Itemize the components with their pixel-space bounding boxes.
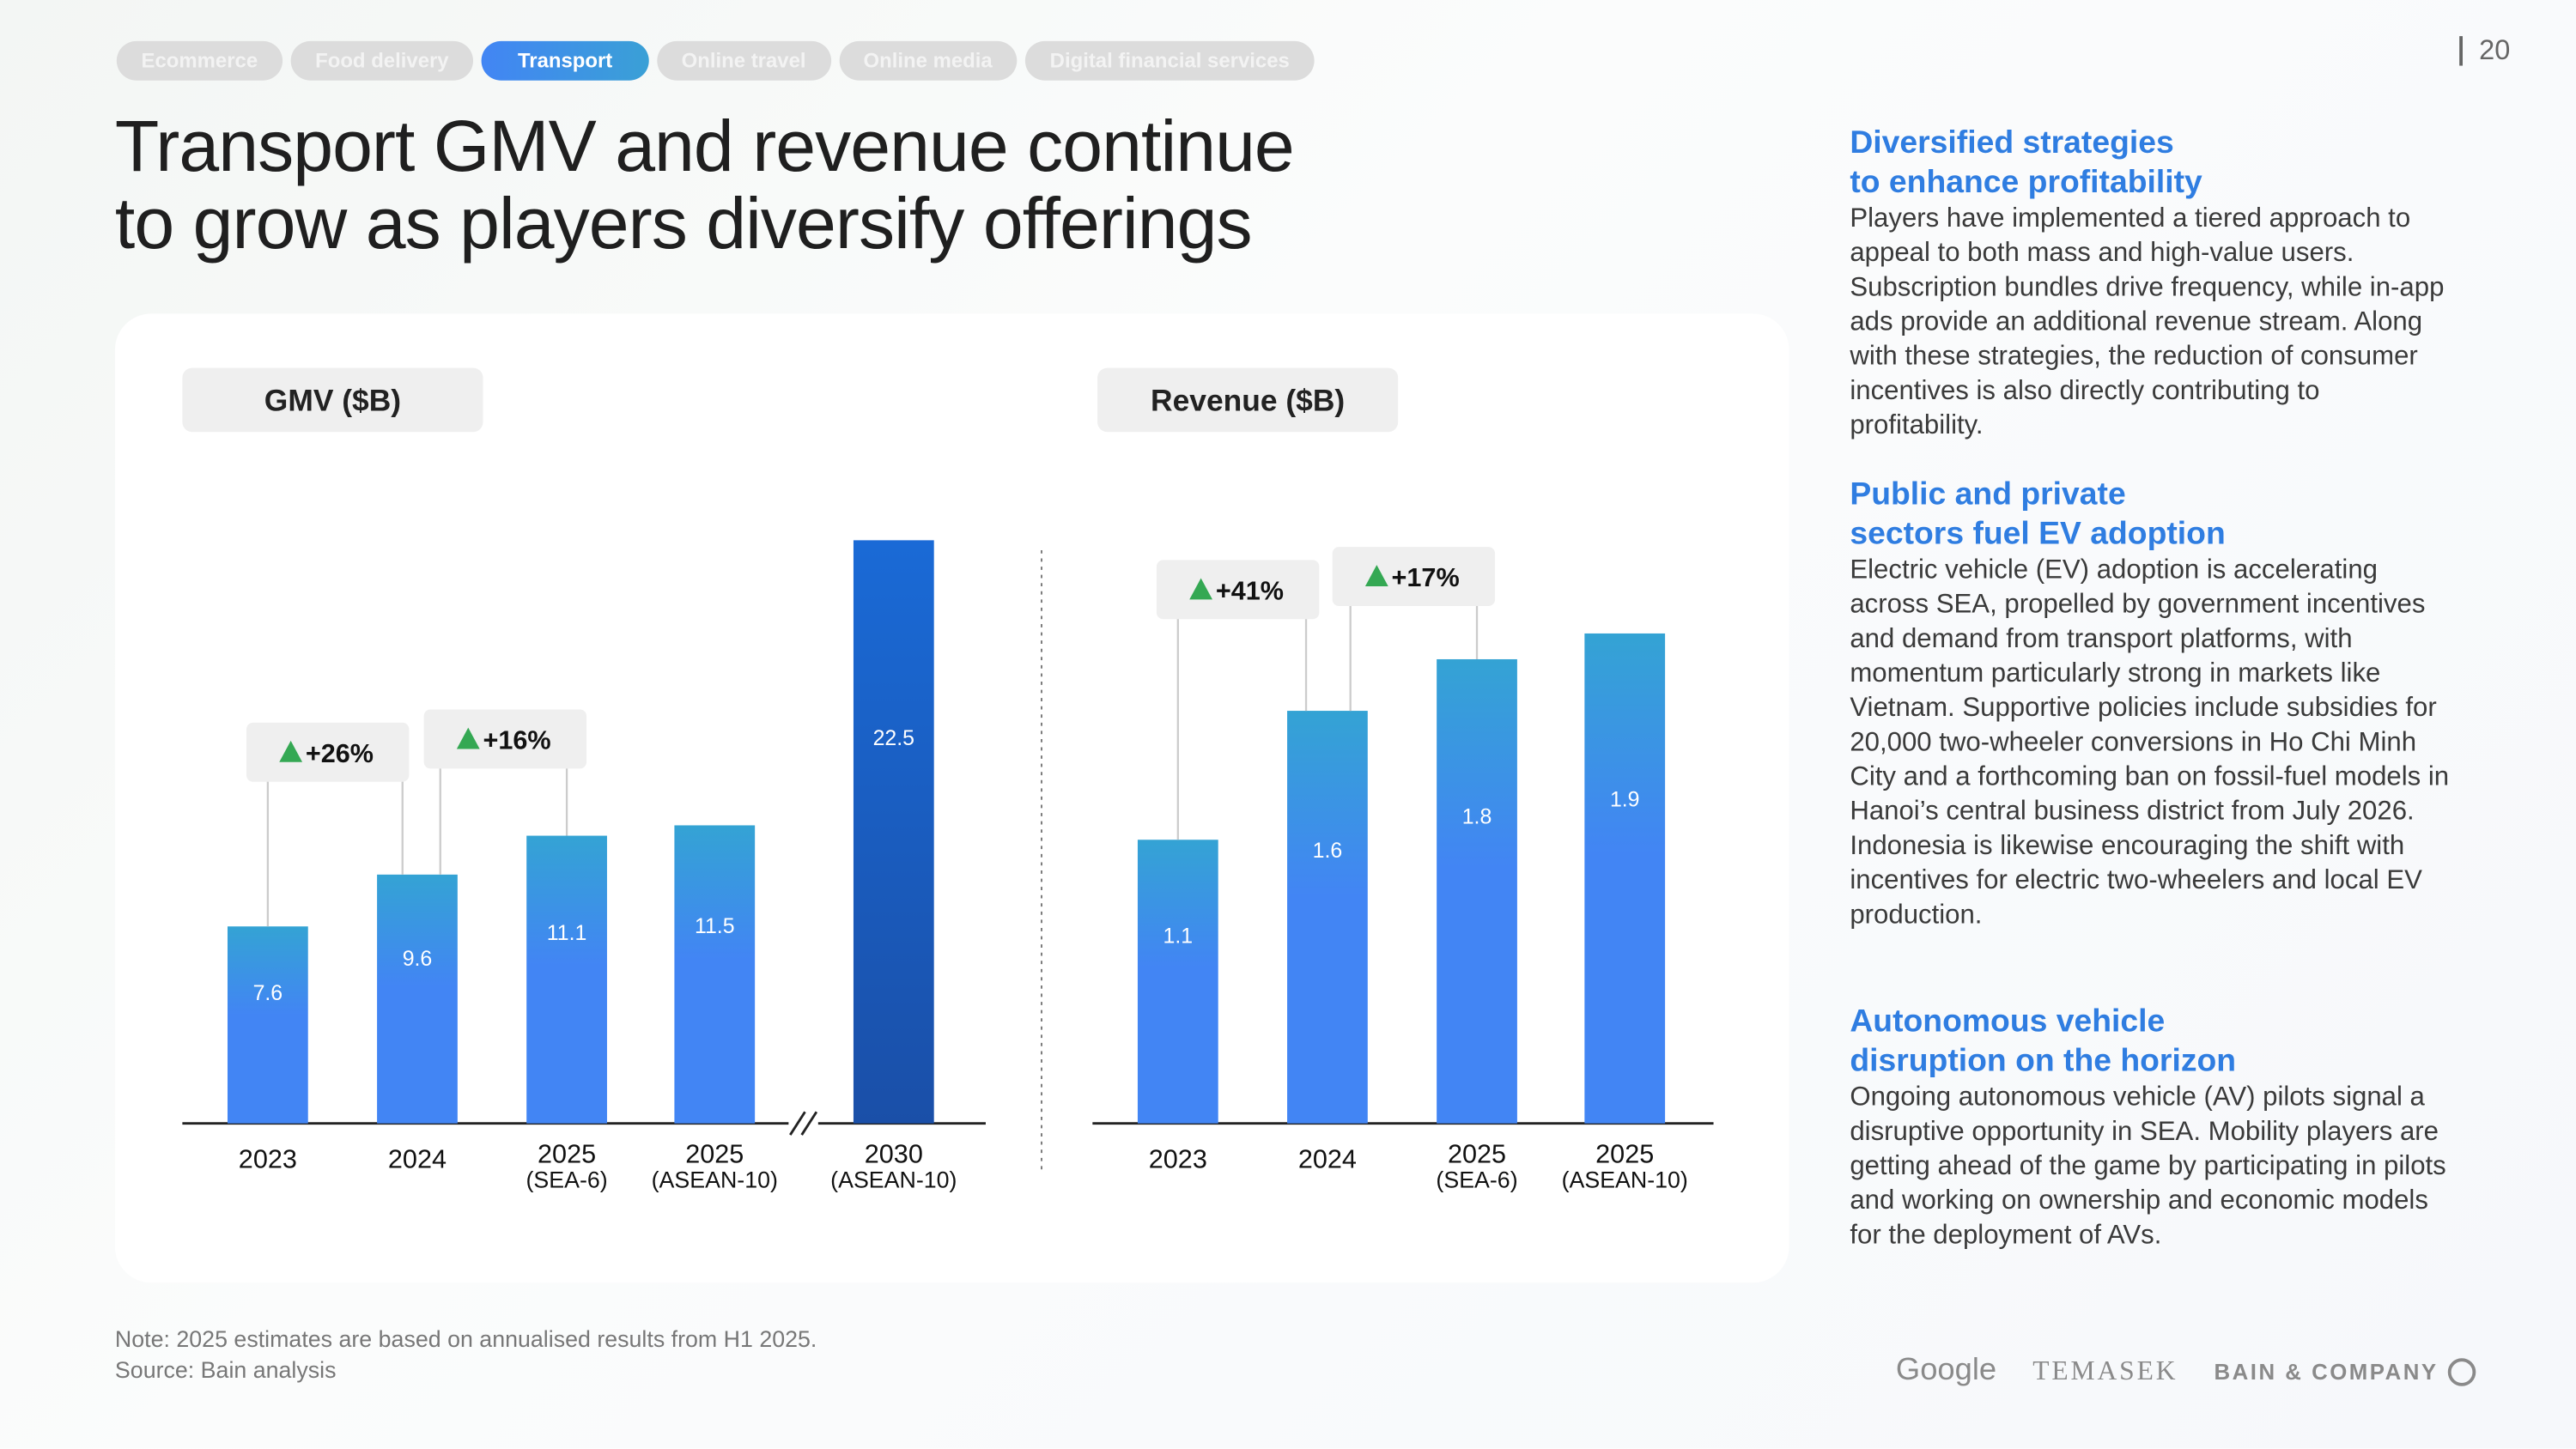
x-tick-label: 2025: [1448, 1140, 1506, 1169]
growth-badge: [1332, 547, 1496, 606]
growth-label: +41%: [1216, 576, 1284, 605]
x-tick-label: 2025: [538, 1140, 596, 1169]
heading-line: Public and private: [1850, 476, 2126, 512]
bar-value-label: 11.5: [695, 914, 735, 938]
bar-value-label: 1.9: [1610, 788, 1640, 812]
bar: [1437, 658, 1517, 1124]
x-tick-sublabel: (ASEAN-10): [652, 1167, 778, 1192]
x-tick-sublabel: (SEA-6): [1436, 1167, 1517, 1192]
tab-online-media[interactable]: Online media: [838, 40, 1018, 81]
section-heading: Public and private sectors fuel EV adopti…: [1850, 475, 2458, 554]
growth-badge: [1156, 560, 1320, 620]
gmv-chart-title: GMV ($B): [182, 367, 483, 433]
bar: [853, 540, 934, 1124]
source-text: Source: Bain analysis: [114, 1356, 337, 1383]
title-line-1: Transport GMV and revenue continue: [114, 106, 1295, 188]
section-body: Ongoing autonomous vehicle (AV) pilots s…: [1850, 1082, 2446, 1250]
x-tick-label: 2024: [1298, 1144, 1357, 1173]
growth-label: +26%: [306, 739, 374, 768]
growth-badge: [423, 709, 587, 769]
bar: [1584, 633, 1666, 1124]
tab-digital-financial-services[interactable]: Digital financial services: [1024, 40, 1315, 81]
bar: [674, 825, 756, 1124]
bar-value-label: 11.1: [547, 921, 587, 945]
heading-line: disruption on the horizon: [1850, 1042, 2237, 1080]
tab-ecommerce[interactable]: Ecommerce: [116, 40, 283, 81]
bain-compass-icon: [2448, 1357, 2476, 1385]
section-heading: Autonomous vehicle disruption on the hori…: [1850, 1002, 2458, 1081]
bar: [526, 835, 607, 1124]
title-line-2: to grow as players diversify offerings: [114, 184, 1253, 265]
up-arrow-icon: [1364, 565, 1388, 587]
x-tick-sublabel: (ASEAN-10): [830, 1167, 957, 1192]
bar: [377, 874, 458, 1124]
x-tick-sublabel: (SEA-6): [526, 1167, 607, 1192]
bain-logo: BAIN & COMPANY: [2215, 1357, 2476, 1385]
bar-value-label: 1.1: [1163, 924, 1194, 948]
growth-label: +17%: [1392, 563, 1460, 592]
bar: [1137, 840, 1218, 1124]
x-tick-label: 2023: [1149, 1144, 1207, 1173]
page-title: Transport GMV and revenue continue to gro…: [114, 106, 1295, 265]
section-ev: Public and private sectors fuel EV adopti…: [1850, 475, 2458, 933]
bar: [227, 926, 308, 1124]
x-tick-label: 2023: [239, 1144, 297, 1173]
up-arrow-icon: [1189, 578, 1212, 600]
x-tick-sublabel: (ASEAN-10): [1562, 1167, 1688, 1192]
heading-line: to enhance profitability: [1850, 164, 2202, 201]
footnote: Note: 2025 estimates are based on annual…: [115, 1324, 817, 1386]
heading-line: sectors fuel EV adoption: [1850, 515, 2226, 552]
bar-value-label: 22.5: [873, 726, 914, 750]
bar-value-label: 9.6: [403, 947, 433, 971]
partner-logos: Google TEMASEK BAIN & COMPANY: [1896, 1354, 2476, 1390]
section-av: Autonomous vehicle disruption on the hori…: [1850, 1002, 2458, 1253]
tab-transport[interactable]: Transport: [481, 40, 649, 81]
temasek-logo: TEMASEK: [2032, 1355, 2178, 1386]
section-tabs: Ecommerce Food delivery Transport Online…: [116, 40, 1315, 81]
growth-badge: [246, 722, 410, 782]
bar-value-label: 1.6: [1313, 839, 1343, 863]
section-body: Electric vehicle (EV) adoption is accele…: [1850, 555, 2450, 930]
bar-value-label: 1.8: [1462, 804, 1492, 828]
growth-label: +16%: [483, 725, 551, 755]
up-arrow-icon: [456, 727, 480, 749]
revenue-chart-title: Revenue ($B): [1097, 367, 1399, 433]
bar-value-label: 7.6: [253, 981, 283, 1005]
axis-break-icon: [789, 1111, 818, 1136]
x-tick-label: 2025: [1595, 1140, 1654, 1169]
tab-online-travel[interactable]: Online travel: [656, 40, 831, 81]
heading-line: Autonomous vehicle: [1850, 1003, 2166, 1040]
tab-food-delivery[interactable]: Food delivery: [290, 40, 474, 81]
page-number: 20: [2459, 35, 2510, 66]
section-strategies: Diversified strategies to enhance profita…: [1850, 123, 2458, 443]
note-text: Note: 2025 estimates are based on annual…: [114, 1325, 817, 1352]
x-tick-label: 2025: [685, 1140, 744, 1169]
x-tick-label: 2024: [388, 1144, 447, 1173]
section-heading: Diversified strategies to enhance profita…: [1850, 123, 2458, 202]
google-logo: Google: [1895, 1353, 1997, 1388]
heading-line: Diversified strategies: [1850, 124, 2174, 161]
up-arrow-icon: [279, 740, 303, 762]
bain-logo-text: BAIN & COMPANY: [2214, 1359, 2439, 1384]
bar: [1287, 711, 1368, 1124]
x-tick-label: 2030: [865, 1140, 923, 1169]
section-body: Players have implemented a tiered approa…: [1850, 203, 2445, 440]
